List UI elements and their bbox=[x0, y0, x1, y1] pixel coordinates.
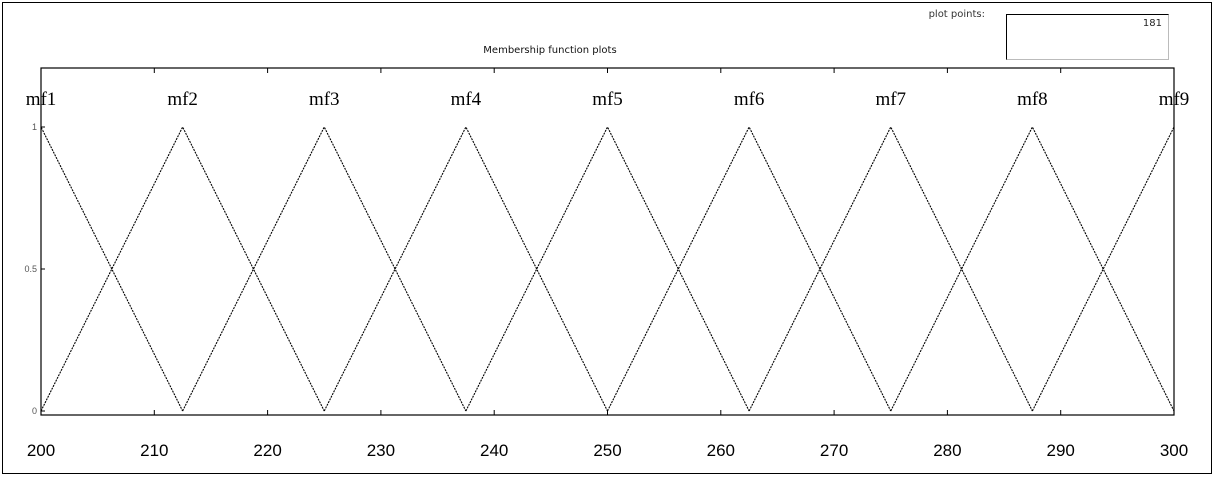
series-label-mf7: mf7 bbox=[875, 89, 906, 110]
series-line-mf8[interactable] bbox=[890, 125, 1174, 412]
series-label-mf5: mf5 bbox=[592, 89, 623, 110]
plot-points-label: plot points: bbox=[928, 9, 985, 20]
x-tick-label: 260 bbox=[707, 441, 735, 460]
series-label-mf8: mf8 bbox=[1017, 89, 1048, 110]
series-label-mf1: mf1 bbox=[26, 89, 57, 110]
series-label-mf3: mf3 bbox=[309, 89, 340, 110]
series-line-mf9[interactable] bbox=[1031, 125, 1217, 412]
x-tick-label: 300 bbox=[1160, 441, 1188, 460]
series-line-mf4[interactable] bbox=[323, 125, 608, 412]
x-tick-label: 250 bbox=[593, 441, 621, 460]
x-tick-label: 240 bbox=[480, 441, 508, 460]
series-label-mf6: mf6 bbox=[734, 89, 765, 110]
plot-points-input[interactable]: 181 bbox=[1006, 14, 1169, 60]
x-tick-label: 280 bbox=[933, 441, 961, 460]
x-tick-label: 290 bbox=[1047, 441, 1075, 460]
y-tick-label: 0.5 bbox=[24, 264, 37, 274]
series-label-mf9: mf9 bbox=[1159, 89, 1190, 110]
plot-area-border bbox=[40, 67, 1175, 416]
x-tick-label: 230 bbox=[367, 441, 395, 460]
series-line-mf2[interactable] bbox=[41, 125, 325, 412]
series-label-mf4: mf4 bbox=[451, 89, 482, 110]
x-tick-label: 200 bbox=[27, 441, 55, 460]
series-line-mf6[interactable] bbox=[607, 125, 892, 412]
series-line-mf7[interactable] bbox=[748, 125, 1033, 412]
y-tick-label: 1 bbox=[32, 122, 37, 132]
x-tick-label: 220 bbox=[253, 441, 281, 460]
series-line-mf3[interactable] bbox=[182, 125, 467, 412]
chart-title: Membership function plots bbox=[483, 45, 617, 56]
x-tick-label: 270 bbox=[820, 441, 848, 460]
series-label-mf2: mf2 bbox=[167, 89, 198, 110]
series-line-mf5[interactable] bbox=[465, 125, 750, 412]
series-line-mf1[interactable] bbox=[0, 125, 184, 412]
x-tick-label: 210 bbox=[140, 441, 168, 460]
y-tick-label: 0 bbox=[32, 406, 37, 416]
